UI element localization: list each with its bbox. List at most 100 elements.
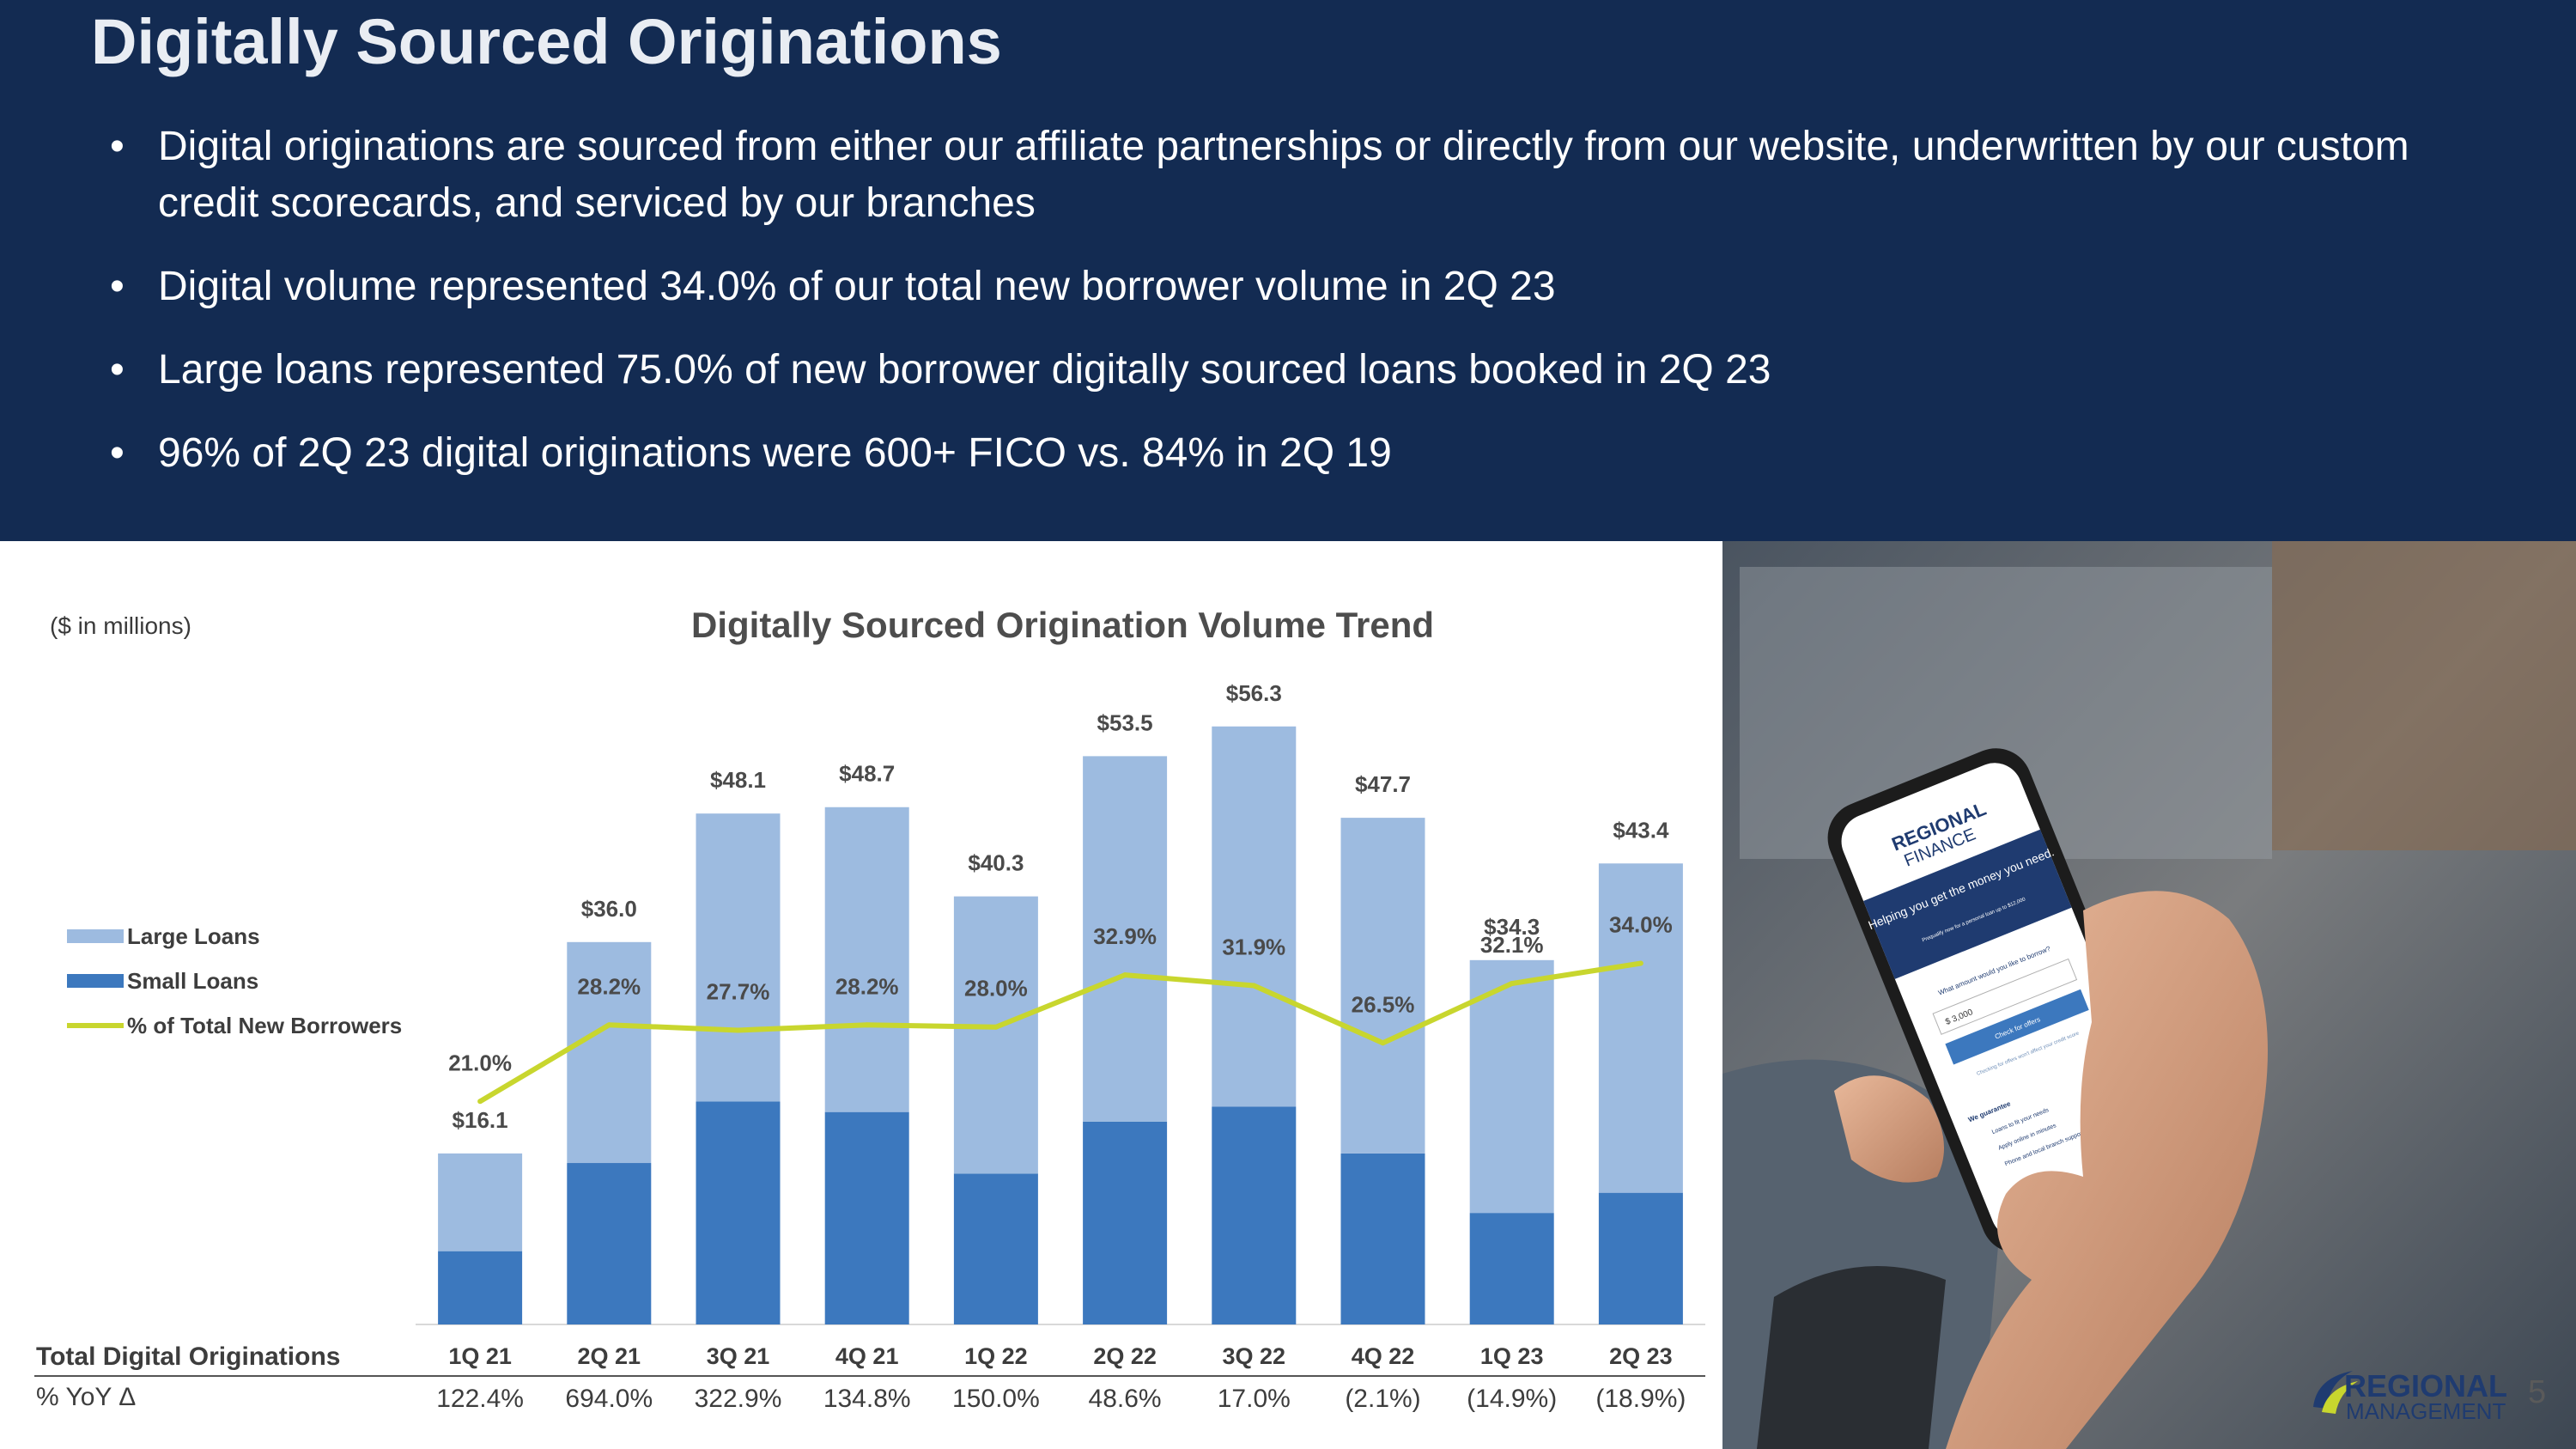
thumb <box>1834 1075 1944 1183</box>
table-row-label-total: Total Digital Originations <box>36 1342 341 1371</box>
bar-large-loans <box>696 813 781 1102</box>
bar-large-loans <box>1469 959 1554 1214</box>
bullet-item: 96% of 2Q 23 digital originations were 6… <box>110 425 2480 482</box>
x-tick-label: 1Q 23 <box>1480 1343 1544 1369</box>
bar-small-loans <box>696 1101 781 1324</box>
phone-check-offers-button[interactable] <box>1945 989 2089 1065</box>
bullet-item: Digital originations are sourced from ei… <box>110 119 2480 232</box>
line-point <box>1122 972 1128 978</box>
logo-swoosh-blue <box>2313 1371 2353 1409</box>
yoy-value: 17.0% <box>1218 1385 1291 1413</box>
bullet-list: Digital originations are sourced from ei… <box>110 119 2480 508</box>
bar-large-loans <box>953 896 1038 1174</box>
bar-large-loans <box>1340 818 1425 1154</box>
line-data-label: 28.0% <box>964 976 1028 1002</box>
x-tick-label: 2Q 23 <box>1609 1343 1673 1369</box>
legend-swatch-large <box>67 929 124 943</box>
page-title: Digitally Sourced Originations <box>91 6 1002 77</box>
bullet-item: Large loans represented 75.0% of new bor… <box>110 342 2480 399</box>
bar-total-label: $47.7 <box>1355 771 1411 797</box>
yoy-value: (2.1%) <box>1345 1385 1420 1413</box>
line-data-label: 28.2% <box>577 973 641 999</box>
chart-plot: $16.1 1Q 21 122.4% $36.0 2Q 21 694.0% $48.1 3Q … <box>34 680 1705 1413</box>
x-tick-label: 1Q 22 <box>964 1343 1028 1369</box>
line-point <box>1251 983 1257 989</box>
legend-swatch-line <box>67 1023 124 1028</box>
bar-large-loans <box>1212 726 1297 1107</box>
bar-total-label: $40.3 <box>968 850 1024 876</box>
bullet-item: Digital volume represented 34.0% of our … <box>110 259 2480 315</box>
bar-small-loans <box>1212 1106 1297 1324</box>
yoy-value: 134.8% <box>823 1385 911 1413</box>
yoy-value: 694.0% <box>565 1385 653 1413</box>
bar-large-loans <box>1083 756 1168 1122</box>
bar-total-label: $56.3 <box>1226 680 1282 706</box>
yoy-value: 122.4% <box>436 1385 524 1413</box>
line-point <box>993 1024 999 1030</box>
line-point <box>864 1022 870 1028</box>
yoy-value: (18.9%) <box>1595 1385 1686 1413</box>
phone-banner <box>1863 829 2072 979</box>
bar-small-loans <box>1083 1121 1168 1324</box>
header-banner: Digitally Sourced Originations Digital o… <box>0 0 2576 541</box>
line-point <box>1509 981 1515 987</box>
legend-swatch-small <box>67 974 124 988</box>
chart-title: Digitally Sourced Origination Volume Tre… <box>691 605 1434 645</box>
bar-small-loans <box>1469 1213 1554 1324</box>
bar-total-label: $43.4 <box>1613 817 1669 843</box>
x-tick-label: 2Q 21 <box>578 1343 641 1369</box>
x-tick-label: 3Q 22 <box>1223 1343 1286 1369</box>
logo-text-regional: REGIONAL <box>2344 1368 2507 1403</box>
line-point <box>1637 960 1643 966</box>
bar-total-label: $34.3 <box>1484 914 1540 940</box>
bar-small-loans <box>1598 1192 1683 1324</box>
bar-small-loans <box>438 1251 523 1324</box>
bar-total-label: $36.0 <box>581 896 637 922</box>
yoy-value: 150.0% <box>952 1385 1040 1413</box>
legend-label: Large Loans <box>127 922 260 949</box>
legend-item-small-loans: Small Loans <box>67 959 402 1003</box>
yoy-value: 48.6% <box>1089 1385 1162 1413</box>
phone-photo-illustration: REGIONAL FINANCE Helping you get the mon… <box>1722 541 2576 1449</box>
line-data-label: 32.9% <box>1093 923 1157 949</box>
line-pct-new-borrowers <box>478 960 1642 1104</box>
line-data-label: 31.9% <box>1222 935 1285 960</box>
page-number: 5 <box>2528 1374 2547 1410</box>
yoy-value: (14.9%) <box>1467 1385 1557 1413</box>
bar-large-loans <box>438 1153 523 1251</box>
line-point <box>1380 1040 1386 1046</box>
x-tick-label: 4Q 21 <box>835 1343 899 1369</box>
line-point <box>735 1027 741 1033</box>
bar-large-loans <box>567 941 652 1164</box>
watch <box>1757 1266 1946 1449</box>
line-data-label: 34.0% <box>1609 912 1673 938</box>
bar-small-loans <box>567 1163 652 1324</box>
yoy-value: 322.9% <box>695 1385 782 1413</box>
line-point <box>477 1099 483 1105</box>
table-row-label-yoy: % YoY Δ <box>36 1383 137 1411</box>
bar-small-loans <box>1340 1153 1425 1324</box>
legend-label: % of Total New Borrowers <box>127 1012 403 1038</box>
legend-item-large-loans: Large Loans <box>67 914 402 959</box>
phone-photo: REGIONAL FINANCE Helping you get the mon… <box>1722 541 2576 1449</box>
bar-large-loans <box>824 807 909 1112</box>
line-data-label: 32.1% <box>1480 932 1544 958</box>
bar-total-label: $16.1 <box>453 1107 508 1133</box>
legend-label: Small Loans <box>127 967 259 994</box>
x-tick-label: 4Q 22 <box>1352 1343 1415 1369</box>
line-data-label: 21.0% <box>448 1050 512 1075</box>
x-tick-label: 2Q 22 <box>1093 1343 1157 1369</box>
phone-amount-input[interactable] <box>1932 958 2078 1035</box>
line-data-label: 27.7% <box>707 978 770 1004</box>
logo-text-management: MANAGEMENT <box>2346 1398 2506 1424</box>
line-data-label: 26.5% <box>1352 991 1415 1017</box>
bar-total-label: $48.1 <box>710 767 766 793</box>
line-point <box>606 1022 612 1028</box>
bar-total-label: $48.7 <box>839 761 895 787</box>
regional-management-logo: REGIONAL MANAGEMENT <box>2313 1368 2507 1424</box>
background-chair <box>2272 541 2576 850</box>
legend-item-pct-borrowers: % of Total New Borrowers <box>67 1003 402 1048</box>
units-note: ($ in millions) <box>50 612 191 639</box>
x-tick-label: 1Q 21 <box>448 1343 512 1369</box>
chart-legend: Large Loans Small Loans % of Total New B… <box>67 914 402 1048</box>
